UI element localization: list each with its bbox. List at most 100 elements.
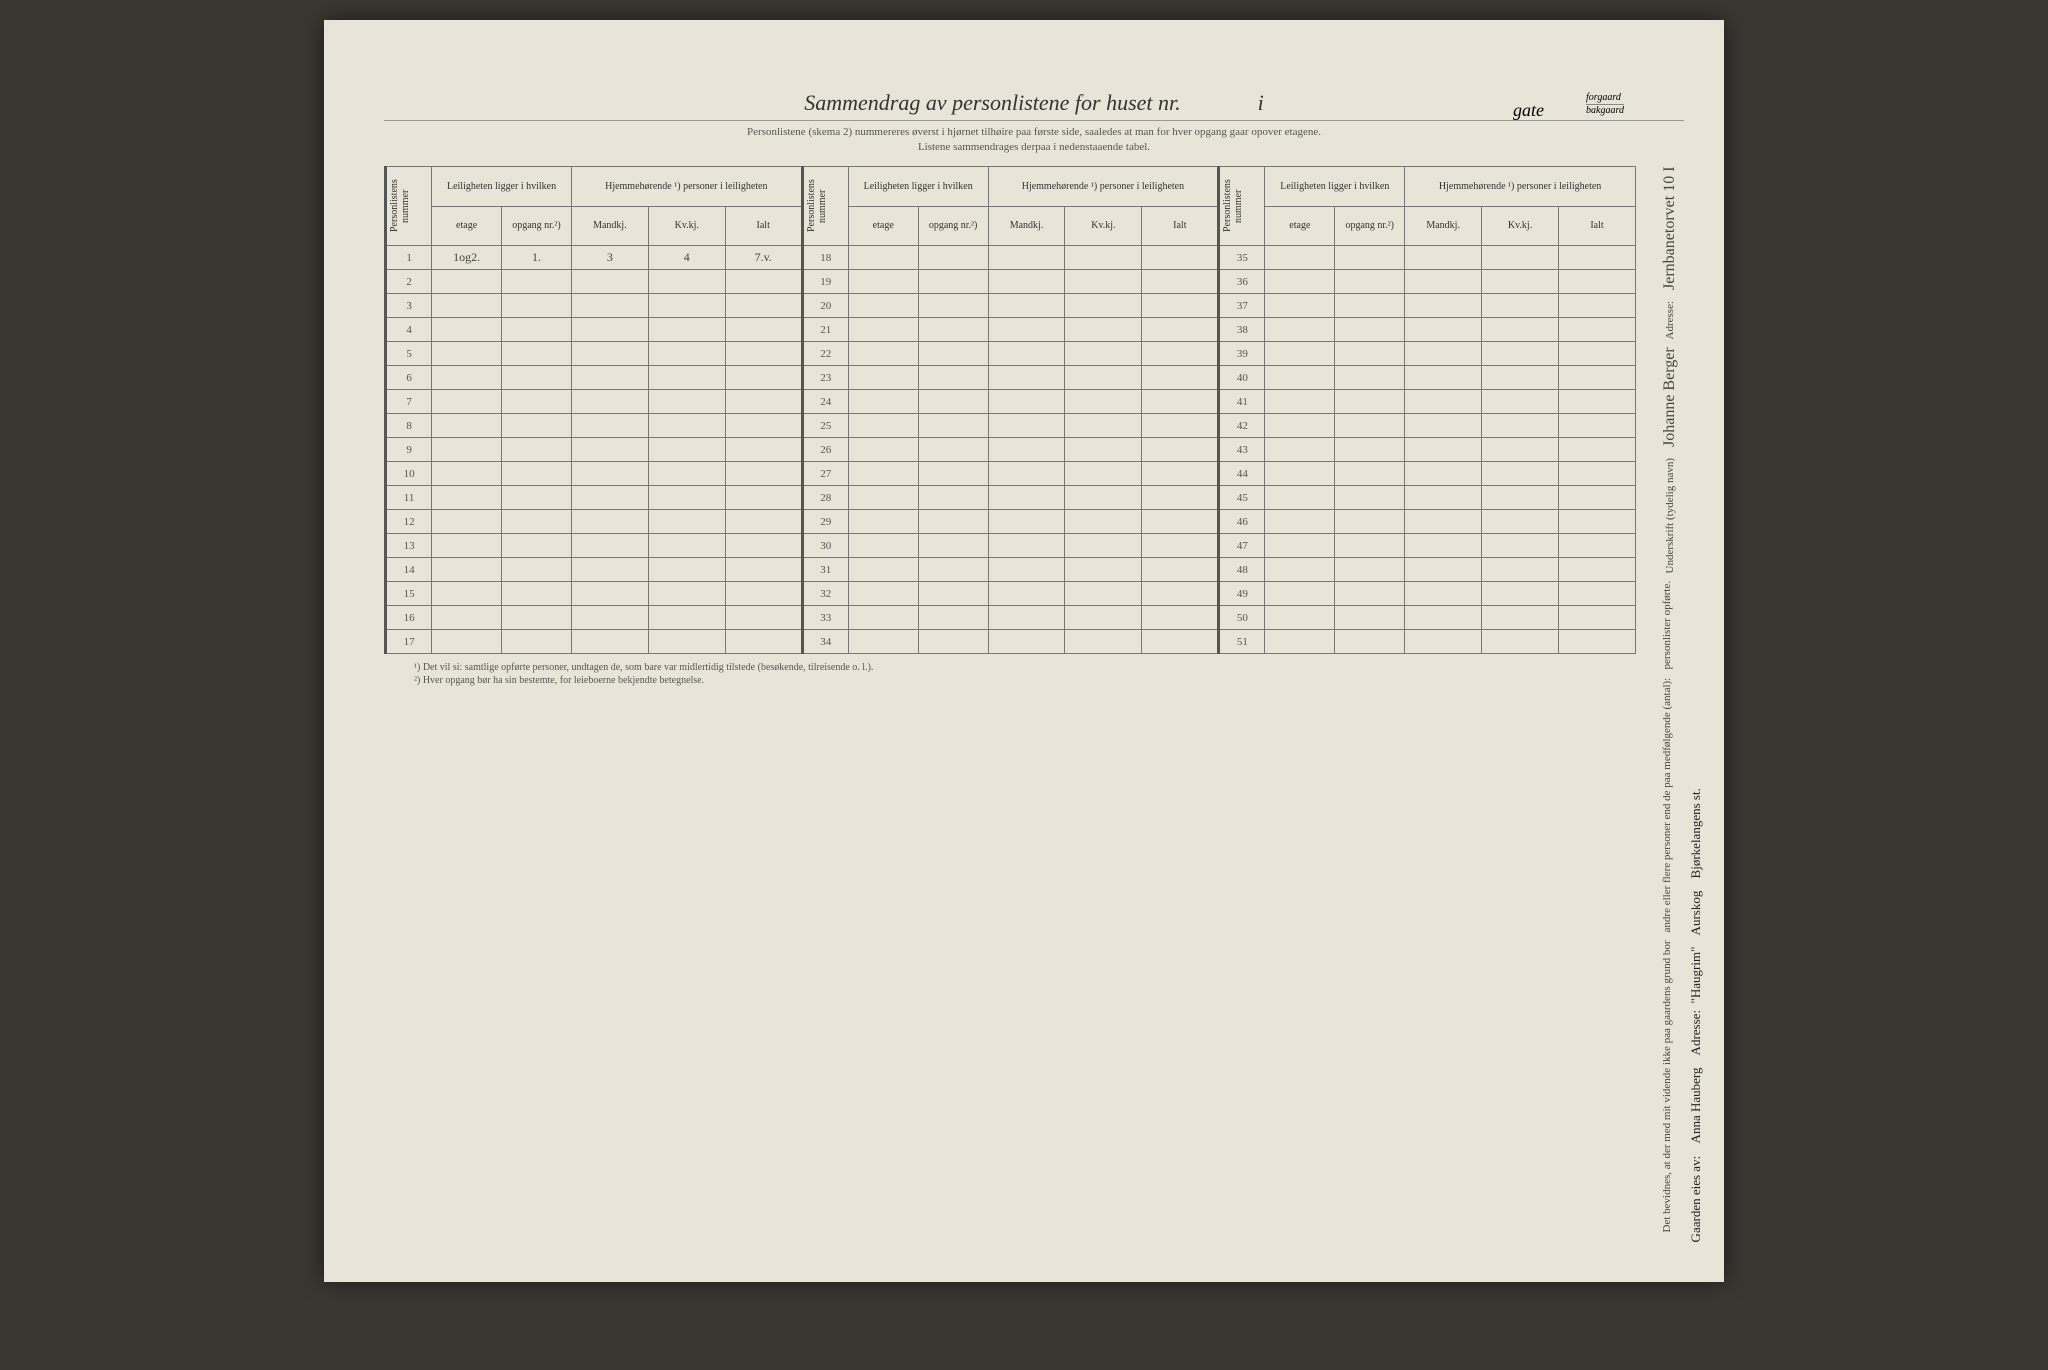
cell-etage bbox=[432, 534, 502, 558]
cell-num: 36 bbox=[1219, 270, 1265, 294]
cell-kvkj bbox=[1482, 630, 1559, 654]
cell-mandkj bbox=[571, 294, 648, 318]
table-row: 52239 bbox=[386, 342, 1636, 366]
table-row: 102744 bbox=[386, 462, 1636, 486]
cell-num: 47 bbox=[1219, 534, 1265, 558]
cell-kvkj bbox=[1065, 414, 1142, 438]
cell-ialt bbox=[725, 294, 802, 318]
cell-ialt bbox=[1142, 534, 1219, 558]
cell-ialt bbox=[1142, 294, 1219, 318]
th-kvkj-2: Kv.kj. bbox=[1065, 206, 1142, 246]
cell-etage bbox=[1265, 510, 1335, 534]
cell-kvkj bbox=[648, 510, 725, 534]
cell-num: 28 bbox=[802, 486, 848, 510]
table-row: 72441 bbox=[386, 390, 1636, 414]
cell-ialt bbox=[1142, 510, 1219, 534]
cell-etage bbox=[1265, 414, 1335, 438]
cell-etage: 1og2. bbox=[432, 246, 502, 270]
cell-mandkj bbox=[571, 270, 648, 294]
cell-mandkj bbox=[571, 630, 648, 654]
cell-kvkj bbox=[648, 294, 725, 318]
cell-etage bbox=[848, 366, 918, 390]
cell-mandkj bbox=[988, 318, 1065, 342]
cell-num: 24 bbox=[802, 390, 848, 414]
cell-num: 40 bbox=[1219, 366, 1265, 390]
th-mandkj-1: Mandkj. bbox=[571, 206, 648, 246]
cell-kvkj bbox=[648, 582, 725, 606]
cell-ialt bbox=[725, 558, 802, 582]
cell-mandkj bbox=[988, 630, 1065, 654]
cell-opgang bbox=[1335, 438, 1405, 462]
cell-mandkj bbox=[571, 342, 648, 366]
cell-etage bbox=[432, 558, 502, 582]
th-etage-1: etage bbox=[432, 206, 502, 246]
title-text: Sammendrag av personlistene for huset nr… bbox=[804, 90, 1180, 115]
cell-opgang: 1. bbox=[502, 246, 572, 270]
cell-etage bbox=[432, 270, 502, 294]
cell-etage bbox=[848, 390, 918, 414]
table-row: 21936 bbox=[386, 270, 1636, 294]
cell-mandkj bbox=[571, 318, 648, 342]
footnote-1: ¹) Det vil si: samtlige opførte personer… bbox=[414, 662, 1636, 673]
cell-mandkj bbox=[988, 606, 1065, 630]
right-attestation-block: Det bevidnes, at der med mit vidende ikk… bbox=[1656, 156, 1684, 1242]
gaarden-label: Gaarden eies av: bbox=[1688, 1156, 1704, 1243]
cell-opgang bbox=[502, 438, 572, 462]
cell-kvkj bbox=[648, 534, 725, 558]
attestation-line3: personlister opførte. bbox=[1661, 581, 1679, 670]
footnote-2: ²) Hver opgang bør ha sin bestemte, for … bbox=[414, 675, 1636, 686]
adresse-value: Jernbanetorvet 10 I bbox=[1661, 166, 1678, 290]
cell-mandkj bbox=[1405, 486, 1482, 510]
cell-opgang bbox=[918, 558, 988, 582]
th-kvkj-1: Kv.kj. bbox=[648, 206, 725, 246]
cell-mandkj bbox=[988, 462, 1065, 486]
cell-opgang bbox=[502, 270, 572, 294]
cell-etage bbox=[1265, 558, 1335, 582]
cell-ialt bbox=[1142, 318, 1219, 342]
cell-opgang bbox=[918, 414, 988, 438]
cell-kvkj bbox=[1482, 510, 1559, 534]
cell-etage bbox=[1265, 486, 1335, 510]
cell-ialt bbox=[725, 342, 802, 366]
cell-etage bbox=[432, 414, 502, 438]
cell-num: 38 bbox=[1219, 318, 1265, 342]
cell-opgang bbox=[918, 630, 988, 654]
cell-mandkj bbox=[1405, 366, 1482, 390]
cell-ialt bbox=[725, 366, 802, 390]
cell-kvkj bbox=[648, 366, 725, 390]
cell-ialt bbox=[1142, 246, 1219, 270]
cell-opgang bbox=[1335, 246, 1405, 270]
cell-kvkj bbox=[1482, 270, 1559, 294]
cell-ialt bbox=[1142, 390, 1219, 414]
cell-mandkj bbox=[988, 342, 1065, 366]
cell-num: 10 bbox=[386, 462, 432, 486]
cell-ialt bbox=[1558, 246, 1635, 270]
cell-kvkj bbox=[1482, 486, 1559, 510]
table-row: 153249 bbox=[386, 582, 1636, 606]
cell-opgang bbox=[502, 390, 572, 414]
cell-mandkj bbox=[1405, 246, 1482, 270]
cell-etage bbox=[432, 462, 502, 486]
th-leil-3: Leiligheten ligger i hvilken bbox=[1265, 167, 1405, 207]
gate-label: gate bbox=[1513, 100, 1544, 121]
cell-mandkj bbox=[988, 294, 1065, 318]
cell-mandkj bbox=[988, 414, 1065, 438]
cell-opgang bbox=[918, 462, 988, 486]
table-row: 11og2.1.347.v.1835 bbox=[386, 246, 1636, 270]
cell-opgang bbox=[502, 558, 572, 582]
cell-num: 12 bbox=[386, 510, 432, 534]
signature-value: Johanne Berger bbox=[1661, 347, 1678, 447]
cell-mandkj bbox=[571, 366, 648, 390]
cell-mandkj bbox=[571, 486, 648, 510]
th-mandkj-2: Mandkj. bbox=[988, 206, 1065, 246]
cell-ialt bbox=[1558, 534, 1635, 558]
cell-num: 50 bbox=[1219, 606, 1265, 630]
cell-etage bbox=[1265, 318, 1335, 342]
cell-opgang bbox=[502, 630, 572, 654]
cell-etage bbox=[848, 294, 918, 318]
subtitle-1: Personlistene (skema 2) nummereres øvers… bbox=[384, 126, 1684, 138]
cell-mandkj bbox=[988, 486, 1065, 510]
cell-ialt bbox=[1558, 438, 1635, 462]
cell-ialt bbox=[725, 534, 802, 558]
cell-etage bbox=[432, 486, 502, 510]
